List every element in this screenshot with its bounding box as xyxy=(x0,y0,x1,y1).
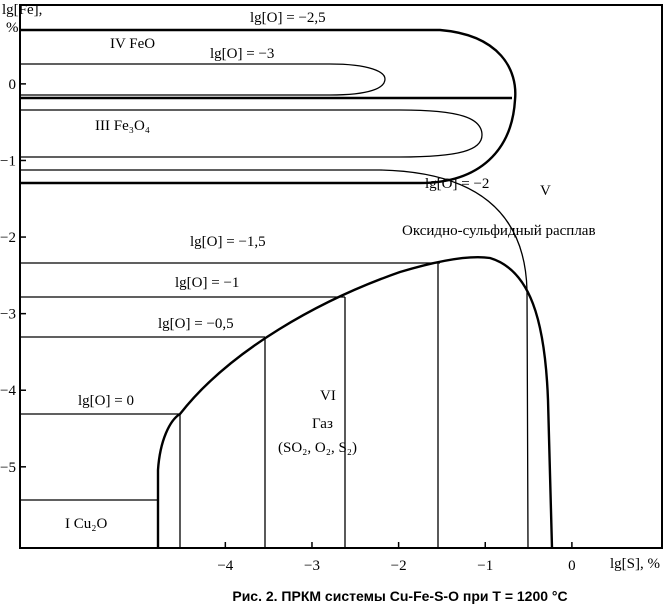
curve-label: lg[O] = −3 xyxy=(210,46,274,62)
curve xyxy=(20,28,517,185)
region-label: IV FeO xyxy=(110,36,155,52)
y-tick-label: 0 xyxy=(9,77,17,93)
region-label: I Cu₂O xyxy=(65,516,107,532)
curve xyxy=(20,63,386,96)
y-tick-label: −5 xyxy=(0,460,16,476)
caption: Рис. 2. ПРКМ системы Cu-Fe-S-O при T = 1… xyxy=(232,588,567,604)
y-tick-label: −1 xyxy=(0,153,16,169)
region-label: VI xyxy=(320,388,336,404)
x-tick-label: −3 xyxy=(304,558,320,574)
y-tick-label: −3 xyxy=(0,307,16,323)
frame xyxy=(19,4,663,549)
x-tick-label: −1 xyxy=(477,558,493,574)
curve-label: lg[O] = −1 xyxy=(175,275,239,291)
iso-lines xyxy=(20,262,440,501)
curve-label: lg[O] = −2,5 xyxy=(250,10,326,26)
y-label: % xyxy=(6,20,19,36)
curves xyxy=(20,28,554,549)
curve xyxy=(20,109,483,158)
curve-label: lg[O] = 0 xyxy=(78,393,134,409)
region-label: Газ xyxy=(312,416,333,432)
region-label: III Fe₃O₄ xyxy=(95,118,150,134)
region-label: (SO₂, O₂, S₂) xyxy=(278,440,357,456)
verticals xyxy=(179,263,439,548)
curve-label: lg[O] = −2 xyxy=(425,176,489,192)
x-label: lg[S], % xyxy=(610,556,660,572)
region-label: Оксидно-сульфидный расплав xyxy=(402,223,596,239)
x-tick-label: −4 xyxy=(217,558,233,574)
curve-label: lg[O] = −0,5 xyxy=(158,316,234,332)
region-label: V xyxy=(540,183,551,199)
y-tick-label: −4 xyxy=(0,383,16,399)
curve xyxy=(20,169,529,549)
gas-boundary xyxy=(156,255,554,549)
curve-label: lg[O] = −1,5 xyxy=(190,234,266,250)
y-label: lg[Fe], xyxy=(2,2,42,18)
y-tick-label: −2 xyxy=(0,230,16,246)
x-tick-label: 0 xyxy=(568,558,576,574)
x-tick-label: −2 xyxy=(391,558,407,574)
